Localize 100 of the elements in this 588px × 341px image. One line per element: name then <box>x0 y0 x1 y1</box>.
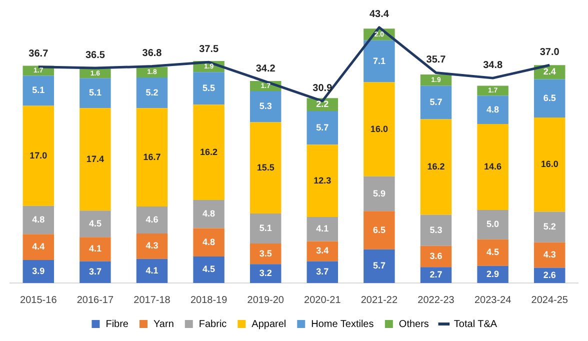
bar <box>534 118 566 212</box>
bar <box>364 82 395 176</box>
data-label: 16.2 <box>200 146 218 157</box>
x-tick-label: 2024-25 <box>531 294 568 306</box>
bar <box>420 214 452 246</box>
bar <box>306 111 338 145</box>
data-label: 16.2 <box>427 161 445 172</box>
data-label: 16.7 <box>143 152 161 162</box>
data-label: 5.0 <box>486 219 500 230</box>
legend-label: Yarn <box>153 318 174 330</box>
bar <box>22 106 54 206</box>
data-label: 34.8 <box>483 60 503 71</box>
data-label: 16.0 <box>540 159 558 170</box>
bar <box>22 76 54 106</box>
bar <box>534 268 566 283</box>
data-label: 3.7 <box>316 266 329 277</box>
bar <box>306 144 338 218</box>
data-label: 43.4 <box>369 9 390 20</box>
data-label: 3.5 <box>259 248 272 258</box>
x-tick-label: 2021-22 <box>360 294 398 306</box>
bar <box>534 242 566 268</box>
x-tick-label: 2016-17 <box>76 294 114 306</box>
bar <box>420 267 452 283</box>
data-label: 4.1 <box>88 244 102 254</box>
data-label: 12.3 <box>314 175 332 186</box>
bar <box>80 261 111 283</box>
bar <box>136 234 168 259</box>
bar <box>193 256 224 283</box>
data-label: 4.3 <box>543 250 556 260</box>
bar <box>420 86 452 120</box>
data-label: 2.2 <box>316 99 329 110</box>
bar <box>250 91 282 122</box>
data-label: 3.6 <box>430 250 442 261</box>
bar <box>193 200 224 228</box>
x-tick-label: 2023-24 <box>474 294 512 306</box>
data-label: 5.5 <box>202 82 216 93</box>
bar <box>477 124 508 210</box>
x-tick-label: 2020-21 <box>304 294 342 306</box>
data-label: 2.4 <box>543 66 556 77</box>
bar <box>477 210 508 240</box>
bar <box>306 241 338 262</box>
data-label: 35.7 <box>426 54 446 66</box>
bar <box>136 206 168 234</box>
data-label: 4.8 <box>202 208 216 219</box>
data-label: 5.3 <box>430 224 442 235</box>
bar <box>193 104 224 200</box>
data-label: 4.4 <box>32 242 45 252</box>
data-label: 5.9 <box>372 188 386 198</box>
data-label: 4.8 <box>202 236 216 247</box>
data-label: 36.5 <box>85 50 106 61</box>
data-label: 6.5 <box>543 92 556 103</box>
bar <box>80 210 111 238</box>
data-label: 4.8 <box>486 104 500 114</box>
bar <box>420 246 452 268</box>
data-label: 4.3 <box>146 240 158 251</box>
bar <box>250 244 282 264</box>
data-label: 36.8 <box>142 48 162 60</box>
data-label: 5.7 <box>430 96 442 107</box>
x-tick-label: 2015-16 <box>20 294 58 306</box>
bar <box>306 261 338 283</box>
x-tick-label: 2022-23 <box>418 294 455 306</box>
data-label: 3.9 <box>32 266 45 276</box>
bar <box>80 108 111 211</box>
data-label: 5.7 <box>372 260 386 271</box>
bar <box>250 122 282 214</box>
bar <box>136 77 168 108</box>
data-label: 2.7 <box>430 270 442 280</box>
x-tick-label: 2018-19 <box>190 294 228 306</box>
bar <box>364 211 395 250</box>
bar <box>477 266 508 283</box>
bar <box>477 239 508 266</box>
data-label: 2.9 <box>486 268 500 279</box>
bar <box>534 212 566 242</box>
data-label: 15.5 <box>256 162 274 172</box>
data-label: 4.6 <box>146 214 158 224</box>
data-label: 4.5 <box>202 264 216 274</box>
bar <box>364 40 395 82</box>
bar <box>364 249 395 283</box>
data-label: 4.1 <box>316 224 329 234</box>
bar <box>364 176 395 212</box>
data-label: 36.7 <box>28 48 49 60</box>
data-label: 6.5 <box>372 224 386 235</box>
bar <box>534 79 566 118</box>
bar <box>250 264 282 283</box>
legend-label: Home Textiles <box>311 318 374 330</box>
data-label: 5.1 <box>32 85 45 96</box>
bar <box>420 119 452 215</box>
bar <box>136 108 168 206</box>
data-label: 4.5 <box>88 218 102 228</box>
bar <box>80 237 111 262</box>
data-label: 37.5 <box>199 44 219 55</box>
data-label: 34.2 <box>256 63 276 74</box>
bar <box>193 228 224 256</box>
legend-label: Fabric <box>198 318 227 330</box>
data-label: 5.7 <box>316 122 329 132</box>
legend-label: Fibre <box>106 318 129 330</box>
data-label: 5.1 <box>88 88 102 98</box>
data-label: 5.1 <box>259 223 272 234</box>
data-label: 30.9 <box>312 82 333 94</box>
bar <box>22 234 54 260</box>
